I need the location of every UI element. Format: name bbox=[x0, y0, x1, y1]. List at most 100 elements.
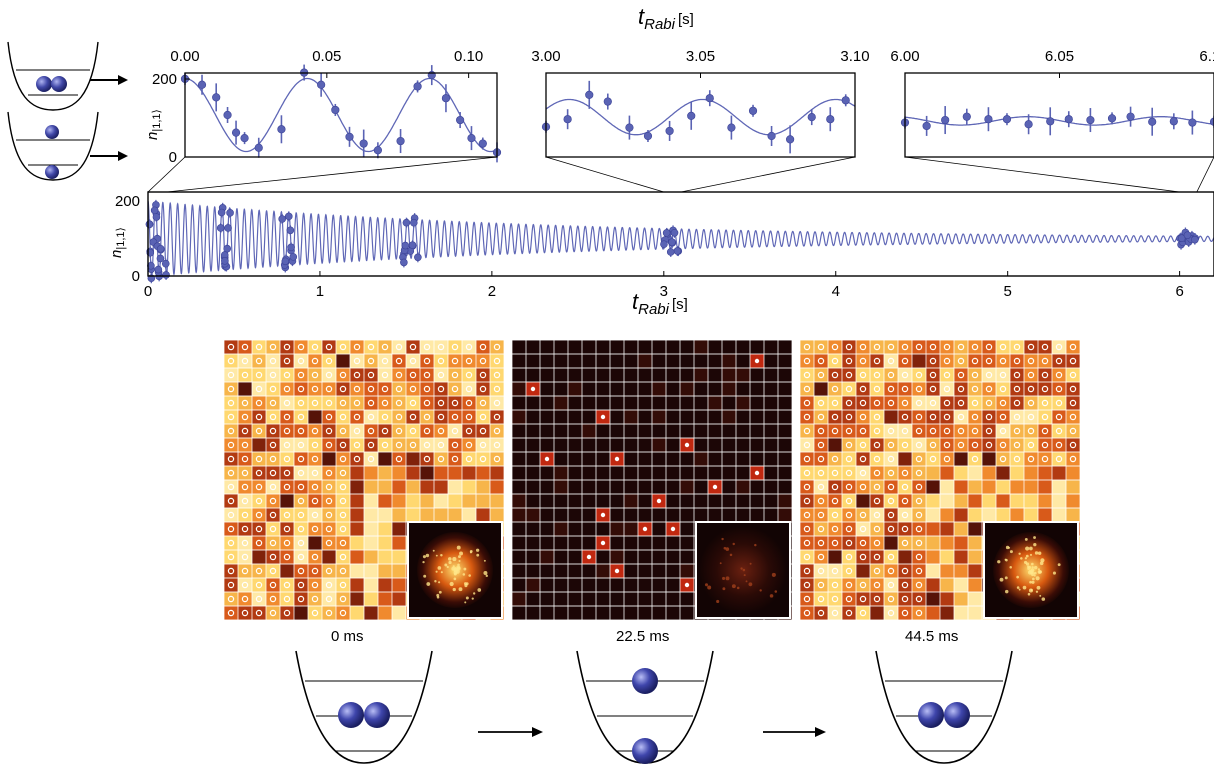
lattice-cell bbox=[982, 368, 996, 382]
atom-marker bbox=[803, 483, 811, 491]
lattice-cell bbox=[694, 452, 708, 466]
tof-speckle bbox=[1030, 568, 1035, 572]
tof-speckle bbox=[1038, 570, 1042, 574]
atom-marker bbox=[1041, 427, 1049, 435]
lattice-cell bbox=[224, 410, 238, 424]
atom-marker bbox=[269, 609, 277, 617]
tof-speckle bbox=[452, 565, 455, 568]
atom-marker bbox=[943, 413, 951, 421]
lattice-cell bbox=[828, 606, 842, 620]
atom-marker bbox=[642, 526, 648, 532]
tof-speckle bbox=[1024, 557, 1028, 560]
lattice-cell bbox=[926, 410, 940, 424]
lattice-cell bbox=[828, 424, 842, 438]
atom-marker bbox=[241, 399, 249, 407]
atom-marker bbox=[325, 371, 333, 379]
lattice-cell bbox=[526, 578, 540, 592]
atom-marker bbox=[1013, 455, 1021, 463]
lattice-cell bbox=[596, 564, 610, 578]
atom-marker bbox=[817, 371, 825, 379]
lattice-cell bbox=[856, 494, 870, 508]
lattice-cell bbox=[884, 340, 898, 354]
atom-marker bbox=[269, 567, 277, 575]
atom-marker bbox=[339, 385, 347, 393]
atom-marker bbox=[367, 427, 375, 435]
atom-marker bbox=[423, 455, 431, 463]
lattice-cell bbox=[434, 368, 448, 382]
atom-marker bbox=[395, 343, 403, 351]
atom-marker bbox=[311, 455, 319, 463]
atom-marker bbox=[297, 455, 305, 463]
lattice-cell bbox=[266, 466, 280, 480]
bottom-well-pair-final bbox=[875, 650, 1013, 764]
lattice-cell bbox=[828, 438, 842, 452]
data-point bbox=[807, 112, 816, 122]
atom-marker bbox=[887, 567, 895, 575]
lattice-cell bbox=[490, 494, 504, 508]
atom-marker bbox=[297, 483, 305, 491]
atom-marker bbox=[423, 385, 431, 393]
atom-marker bbox=[255, 567, 263, 575]
atom-marker bbox=[493, 385, 501, 393]
atom-marker bbox=[437, 413, 445, 421]
lattice-cell bbox=[224, 508, 238, 522]
atom-marker bbox=[1041, 343, 1049, 351]
lattice-cell bbox=[940, 452, 954, 466]
lattice-cell bbox=[856, 368, 870, 382]
lattice-cell bbox=[800, 564, 814, 578]
atom-marker bbox=[255, 357, 263, 365]
data-point bbox=[284, 212, 293, 221]
lattice-cell bbox=[224, 480, 238, 494]
x-tick-label: 0.05 bbox=[312, 48, 341, 65]
lattice-cell bbox=[322, 592, 336, 606]
lattice-cell bbox=[392, 494, 406, 508]
atom-marker bbox=[269, 469, 277, 477]
atom-marker bbox=[297, 357, 305, 365]
atom-marker bbox=[1055, 357, 1063, 365]
lattice-cell bbox=[884, 368, 898, 382]
lattice-cell bbox=[814, 494, 828, 508]
atom-marker bbox=[901, 399, 909, 407]
lattice-cell bbox=[898, 396, 912, 410]
lattice-cell bbox=[884, 382, 898, 396]
atom-marker bbox=[845, 399, 853, 407]
atom-marker bbox=[325, 609, 333, 617]
lattice-cell bbox=[224, 396, 238, 410]
lattice-cell bbox=[294, 410, 308, 424]
lattice-cell bbox=[982, 382, 996, 396]
data-point bbox=[401, 241, 410, 250]
atom-marker bbox=[255, 385, 263, 393]
atom-marker bbox=[311, 595, 319, 603]
tof-speckle bbox=[1029, 580, 1032, 584]
lattice-cell bbox=[462, 368, 476, 382]
fit-curve bbox=[545, 98, 856, 136]
data-point bbox=[287, 243, 295, 252]
data-point bbox=[478, 139, 487, 148]
x-tick-label: 4 bbox=[832, 283, 840, 300]
atom-marker bbox=[817, 455, 825, 463]
atom-marker bbox=[901, 385, 909, 393]
lattice-cell bbox=[392, 536, 406, 550]
bottom-well-diagrams bbox=[295, 650, 1013, 764]
lattice-cell bbox=[870, 508, 884, 522]
atom-marker bbox=[227, 539, 235, 547]
tof-speckle bbox=[437, 566, 442, 570]
atom-marker bbox=[255, 525, 263, 533]
lattice-cell bbox=[336, 466, 350, 480]
lattice-cell bbox=[266, 578, 280, 592]
tof-speckle bbox=[1018, 552, 1021, 555]
atom-marker bbox=[901, 581, 909, 589]
atom-marker bbox=[957, 441, 965, 449]
atom-marker bbox=[1069, 413, 1077, 421]
atom-marker bbox=[339, 497, 347, 505]
atom-marker bbox=[437, 455, 445, 463]
tof-speckle bbox=[448, 560, 452, 565]
lattice-cell bbox=[280, 368, 294, 382]
atom-marker bbox=[255, 483, 263, 491]
lattice-cell bbox=[926, 564, 940, 578]
tof-speckle bbox=[1030, 588, 1033, 592]
lattice-cell bbox=[392, 340, 406, 354]
atom-marker bbox=[241, 595, 249, 603]
lattice-cell bbox=[1024, 466, 1038, 480]
lattice-cell bbox=[968, 550, 982, 564]
